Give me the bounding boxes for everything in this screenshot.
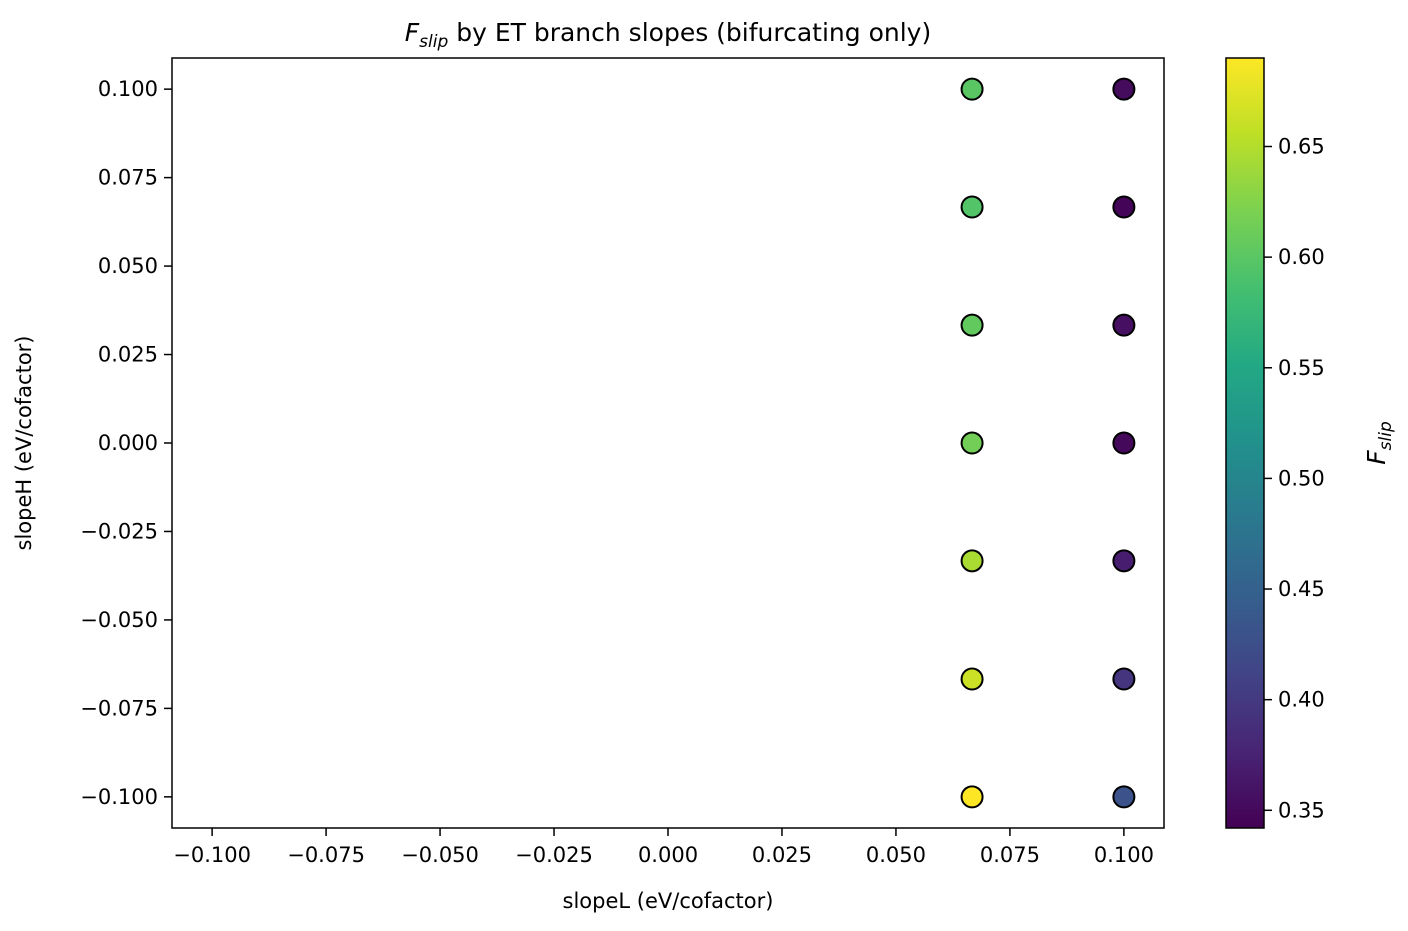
plot-frame bbox=[171, 57, 1165, 829]
colorbar-tick-label: 0.45 bbox=[1278, 577, 1325, 601]
colorbar-tick-label: 0.50 bbox=[1278, 466, 1325, 490]
x-tick-label: 0.050 bbox=[866, 843, 926, 867]
colorbar-tick-label: 0.65 bbox=[1278, 135, 1325, 159]
y-tick-label: −0.050 bbox=[80, 608, 158, 632]
x-tick-label: 0.075 bbox=[980, 843, 1040, 867]
x-tick-label: −0.050 bbox=[401, 843, 479, 867]
scatter-point bbox=[1112, 313, 1136, 337]
x-axis-ticks: −0.100 −0.075 −0.050 −0.025 0.000 0.025 0.050 0… bbox=[173, 828, 1154, 867]
scatter-point bbox=[960, 313, 984, 337]
y-axis-label: slopeH (eV/cofactor) bbox=[12, 335, 36, 550]
scatter-point bbox=[1112, 195, 1136, 219]
y-tick-label: −0.025 bbox=[80, 519, 158, 543]
colorbar-tick-label: 0.60 bbox=[1278, 245, 1325, 269]
y-tick-label: 0.100 bbox=[98, 77, 158, 101]
scatter-point bbox=[1112, 667, 1136, 691]
chart-title: Fslip by ET branch slopes (bifurcating o… bbox=[405, 18, 931, 52]
x-tick-label: 0.025 bbox=[752, 843, 812, 867]
scatter-point bbox=[960, 77, 984, 101]
x-tick-label: −0.100 bbox=[173, 843, 251, 867]
y-axis-ticks: 0.100 0.075 0.050 0.025 0.000 −0.025 −0.050 −0.… bbox=[80, 77, 172, 809]
colorbar-ticks: 0.35 0.40 0.45 0.50 0.55 0.60 0.65 bbox=[1264, 135, 1325, 822]
colorbar bbox=[1226, 58, 1264, 828]
x-tick-label: −0.075 bbox=[287, 843, 365, 867]
y-tick-label: −0.100 bbox=[80, 785, 158, 809]
y-tick-label: 0.000 bbox=[98, 431, 158, 455]
scatter-point bbox=[960, 549, 984, 573]
plot-area bbox=[172, 58, 1164, 828]
x-tick-label: 0.000 bbox=[638, 843, 698, 867]
y-tick-label: −0.075 bbox=[80, 696, 158, 720]
colorbar-label: Fslip bbox=[1362, 421, 1396, 465]
x-tick-label: −0.025 bbox=[515, 843, 593, 867]
scatter-point bbox=[1112, 785, 1136, 809]
colorbar-tick-label: 0.35 bbox=[1278, 798, 1325, 822]
scatter-point bbox=[1112, 431, 1136, 455]
x-axis-label: slopeL (eV/cofactor) bbox=[563, 889, 774, 913]
scatter-point bbox=[1112, 549, 1136, 573]
colorbar-tick-label: 0.55 bbox=[1278, 356, 1325, 380]
y-tick-label: 0.075 bbox=[98, 166, 158, 190]
y-tick-label: 0.050 bbox=[98, 254, 158, 278]
scatter-point bbox=[960, 667, 984, 691]
scatter-point bbox=[960, 195, 984, 219]
scatter-point bbox=[960, 431, 984, 455]
scatter-point bbox=[1112, 77, 1136, 101]
scatter-point bbox=[960, 785, 984, 809]
colorbar-frame bbox=[1225, 57, 1265, 829]
scatter-points bbox=[960, 77, 1136, 809]
colorbar-tick-label: 0.40 bbox=[1278, 688, 1325, 712]
x-tick-label: 0.100 bbox=[1094, 843, 1154, 867]
y-tick-label: 0.025 bbox=[98, 343, 158, 367]
